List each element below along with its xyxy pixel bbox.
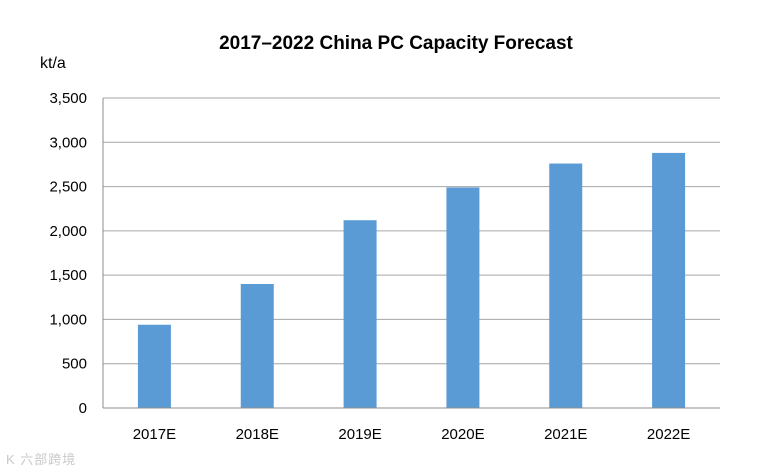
x-tick-label: 2017E <box>133 426 176 443</box>
y-tick-label: 3,500 <box>49 90 87 107</box>
watermark: K 六部跨境 <box>6 452 77 467</box>
y-tick-labels: 0 500 1,000 1,500 2,000 2,500 3,000 3,500 <box>49 90 87 417</box>
bar-2020E <box>446 187 480 408</box>
y-tick-label: 1,500 <box>49 267 87 284</box>
y-tick-label: 500 <box>62 356 87 373</box>
x-tick-label: 2020E <box>441 426 484 443</box>
bar-2019E <box>343 220 377 408</box>
bar-2017E <box>137 324 171 408</box>
x-tick-labels: 2017E 2018E 2019E 2020E 2021E 2022E <box>133 426 691 443</box>
x-tick-label: 2022E <box>647 426 690 443</box>
x-tick-label: 2018E <box>236 426 279 443</box>
y-axis-label: kt/a <box>40 55 66 72</box>
bars <box>137 152 686 408</box>
y-tick-label: 3,000 <box>49 134 87 151</box>
y-tick-label: 2,500 <box>49 179 87 196</box>
bar-2021E <box>549 163 583 408</box>
chart-title: 2017–2022 China PC Capacity Forecast <box>219 33 573 54</box>
y-tick-label: 0 <box>79 400 87 417</box>
x-tick-label: 2021E <box>544 426 587 443</box>
y-tick-label: 1,000 <box>49 311 87 328</box>
bar-2022E <box>652 152 686 408</box>
gridlines <box>103 97 720 365</box>
y-tick-label: 2,000 <box>49 223 87 240</box>
x-tick-label: 2019E <box>338 426 381 443</box>
bar-2018E <box>240 284 274 408</box>
